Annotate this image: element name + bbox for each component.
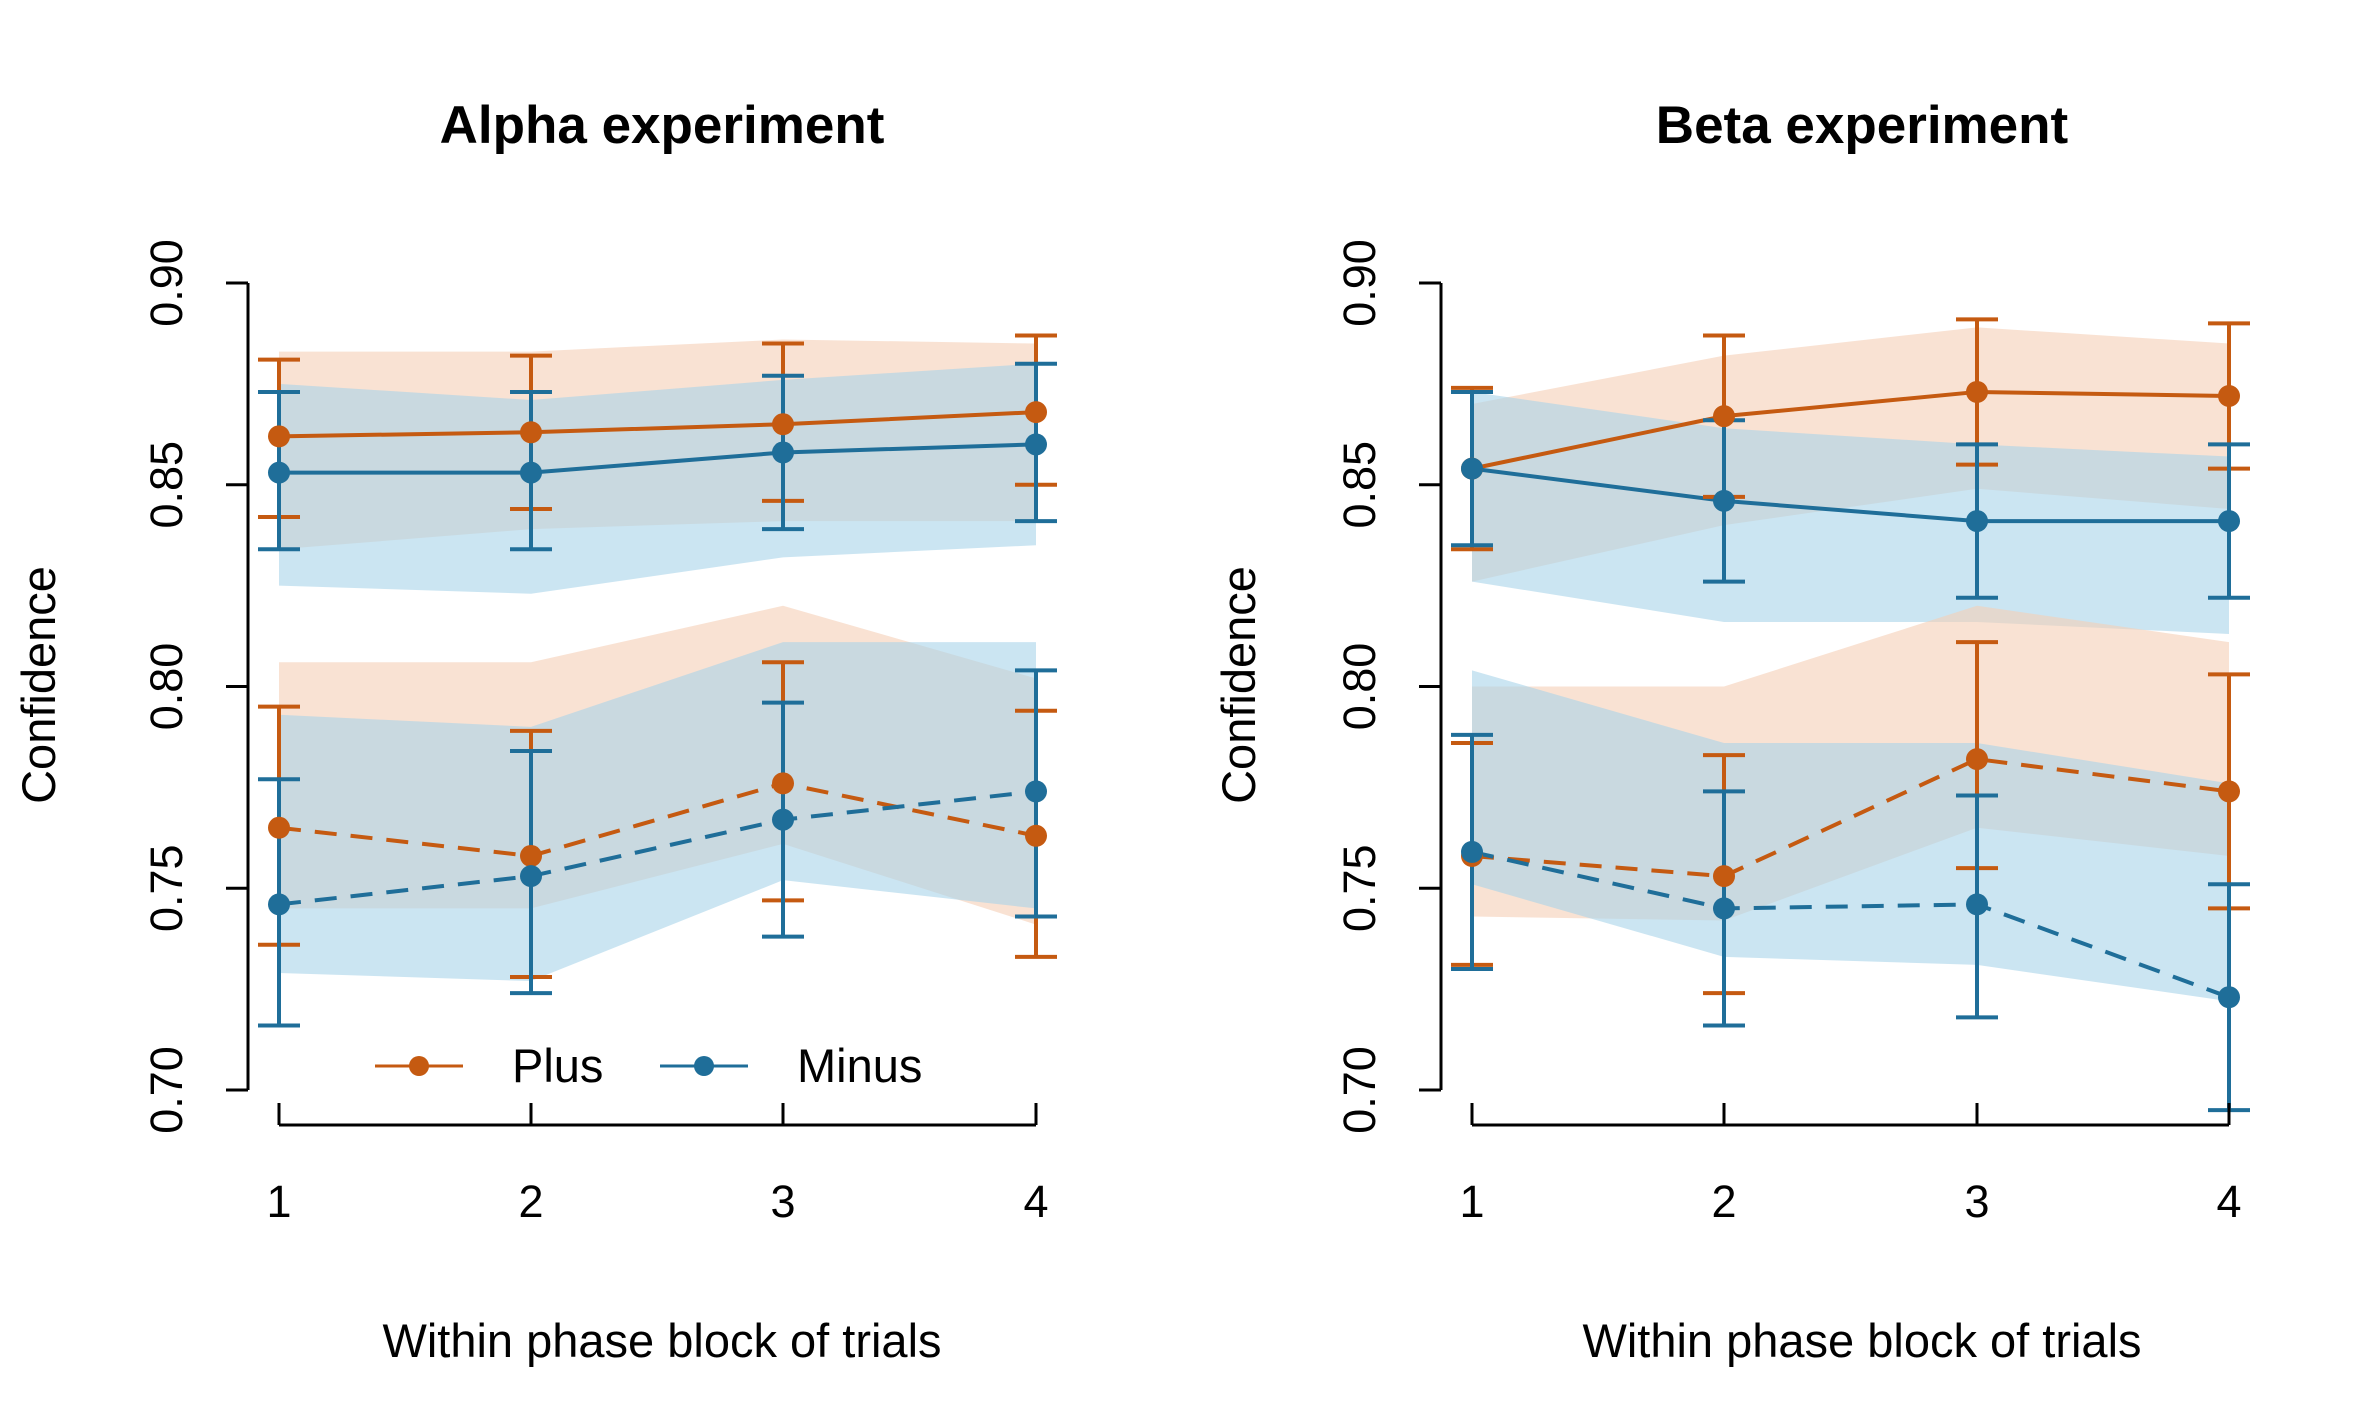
data-point-plus	[2218, 780, 2240, 803]
band-minus-upper	[1472, 391, 2229, 635]
data-point-minus	[1713, 489, 1735, 512]
line-minus-upper	[279, 442, 1037, 475]
y-tick-label: 0.90	[1334, 239, 1385, 327]
line-minus-upper	[1471, 466, 2229, 524]
data-point-plus	[268, 425, 290, 448]
chart-title: Beta experiment	[1656, 96, 2068, 155]
data-point-minus	[268, 893, 290, 916]
data-point-plus	[1966, 380, 1988, 403]
data-point-minus	[2218, 510, 2240, 533]
data-point-minus	[520, 865, 542, 888]
data-point-minus	[1025, 780, 1047, 803]
line-plus-upper	[278, 410, 1037, 439]
y-axis: 0.70 0.75 0.80 0.85 0.90	[1334, 239, 1443, 1134]
data-point-plus	[772, 772, 794, 795]
x-tick-label: 1	[266, 1176, 291, 1227]
data-point-minus	[1966, 893, 1988, 916]
data-points	[268, 401, 1047, 916]
data-point-plus	[1966, 748, 1988, 771]
data-point-minus	[772, 808, 794, 831]
x-axis-label: Within phase block of trials	[1582, 1314, 2141, 1367]
panel-beta: Beta experiment Confidence Within phase …	[1212, 96, 2250, 1367]
x-tick-label: 3	[1964, 1176, 1989, 1227]
data-point-plus	[1025, 401, 1047, 424]
x-tick-label: 2	[518, 1176, 543, 1227]
y-tick-label: 0.80	[1334, 643, 1385, 731]
y-axis-label: Confidence	[12, 566, 65, 804]
y-tick-label: 0.75	[141, 844, 192, 932]
band-minus-lower	[279, 642, 1036, 982]
data-point-plus	[772, 413, 794, 436]
legend-item-minus: Minus	[660, 1039, 922, 1092]
y-tick-label: 0.70	[1334, 1046, 1385, 1134]
band-minus-upper	[279, 363, 1036, 594]
y-tick-label: 0.85	[1334, 441, 1385, 529]
x-tick-label: 4	[1023, 1176, 1048, 1227]
x-axis-label: Within phase block of trials	[382, 1314, 941, 1367]
legend-swatch-marker	[409, 1056, 429, 1076]
x-axis: 1 2 3 4	[1459, 1103, 2242, 1227]
chart-title: Alpha experiment	[440, 96, 885, 155]
x-axis: 1 2 3 4	[266, 1103, 1049, 1227]
data-point-minus	[1461, 840, 1483, 863]
data-point-minus	[2218, 986, 2240, 1009]
data-point-minus	[1966, 510, 1988, 533]
data-point-minus	[772, 441, 794, 464]
legend: Plus Minus	[375, 1039, 922, 1092]
x-tick-label: 1	[1459, 1176, 1484, 1227]
y-tick-label: 0.85	[141, 441, 192, 529]
data-points	[1461, 380, 2240, 1009]
data-point-minus	[520, 461, 542, 484]
y-tick-label: 0.70	[141, 1046, 192, 1134]
data-point-minus	[1461, 457, 1483, 480]
y-axis: 0.70 0.75 0.80 0.85 0.90	[141, 239, 250, 1134]
x-tick-label: 4	[2216, 1176, 2241, 1227]
line-minus-lower	[278, 789, 1037, 907]
confidence-bands	[1472, 327, 2229, 1002]
y-tick-label: 0.90	[141, 239, 192, 327]
line-plus-lower	[278, 781, 1037, 859]
series-lines	[1471, 389, 2230, 1000]
panel-alpha: Alpha experiment Confidence Within phase…	[12, 96, 1057, 1367]
legend-swatch-marker	[694, 1056, 714, 1076]
y-tick-label: 0.75	[1334, 844, 1385, 932]
y-axis-label: Confidence	[1212, 566, 1265, 804]
data-point-minus	[268, 461, 290, 484]
data-point-plus	[520, 844, 542, 867]
data-point-plus	[1025, 824, 1047, 847]
legend-label: Plus	[512, 1039, 603, 1092]
x-tick-label: 2	[1711, 1176, 1736, 1227]
data-point-minus	[1713, 897, 1735, 920]
data-point-plus	[2218, 384, 2240, 407]
legend-item-plus: Plus	[375, 1039, 603, 1092]
band-minus-lower	[1472, 670, 2229, 1002]
data-point-plus	[268, 816, 290, 839]
line-plus-upper	[1471, 389, 2230, 471]
data-point-plus	[1713, 865, 1735, 888]
data-point-plus	[520, 421, 542, 444]
legend-label: Minus	[797, 1039, 922, 1092]
x-tick-label: 3	[770, 1176, 795, 1227]
line-minus-lower	[1471, 849, 2230, 1000]
series-lines	[278, 410, 1037, 907]
line-plus-lower	[1471, 757, 2230, 879]
data-point-minus	[1025, 433, 1047, 456]
y-tick-label: 0.80	[141, 643, 192, 731]
data-point-plus	[1713, 405, 1735, 428]
